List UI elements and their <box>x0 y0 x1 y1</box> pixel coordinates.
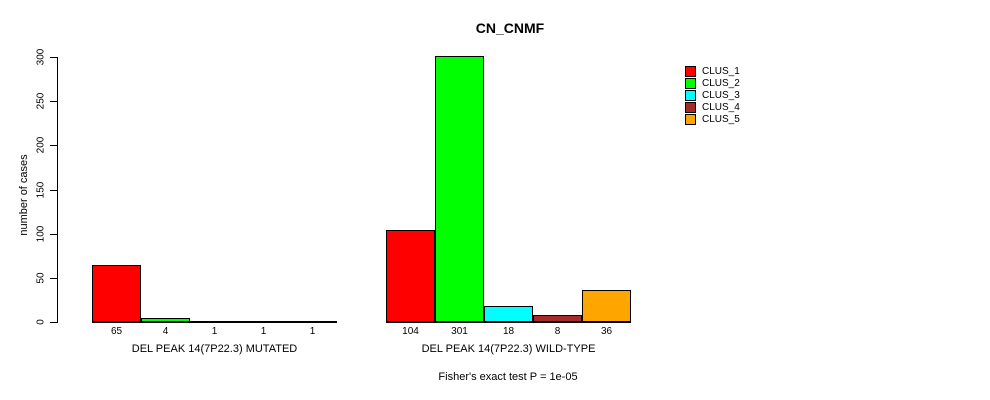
y-axis-tick-label: 50 <box>35 272 47 284</box>
bar-clus_1-group1 <box>92 265 141 322</box>
bar-value-label: 1 <box>260 326 267 337</box>
legend-swatch-clus_2 <box>685 78 696 89</box>
legend-item-clus_5: CLUS_5 <box>685 114 740 125</box>
y-axis-tick <box>50 145 57 146</box>
bar-clus_1-group2 <box>386 230 435 322</box>
legend-label: CLUS_2 <box>702 78 740 89</box>
y-axis-tick <box>50 190 57 191</box>
bar-clus_3-group2 <box>484 306 533 322</box>
y-axis-tick <box>50 278 57 279</box>
y-axis-tick-label: 250 <box>35 92 47 110</box>
bar-clus_2-group2 <box>435 56 484 322</box>
y-axis-tick-label: 150 <box>35 181 47 199</box>
category-label-group2: DEL PEAK 14(7P22.3) WILD-TYPE <box>421 343 596 355</box>
y-axis-title: number of cases <box>18 154 30 236</box>
bar-clus_4-group1 <box>239 321 288 323</box>
legend-item-clus_3: CLUS_3 <box>685 90 740 101</box>
x-axis-baseline <box>386 322 631 323</box>
legend-swatch-clus_1 <box>685 66 696 77</box>
bar-value-label: 8 <box>554 326 561 337</box>
legend-label: CLUS_4 <box>702 102 740 113</box>
bar-clus_5-group1 <box>288 321 337 323</box>
bar-clus_2-group1 <box>141 318 190 322</box>
bar-value-label: 4 <box>162 326 169 337</box>
bar-clus_4-group2 <box>533 315 582 322</box>
legend-label: CLUS_5 <box>702 114 740 125</box>
legend: CLUS_1 CLUS_2 CLUS_3 CLUS_4 CLUS_5 <box>685 66 740 125</box>
y-axis-tick <box>50 322 57 323</box>
legend-swatch-clus_5 <box>685 114 696 125</box>
legend-item-clus_2: CLUS_2 <box>685 78 740 89</box>
legend-item-clus_4: CLUS_4 <box>685 102 740 113</box>
bar-value-label: 1 <box>211 326 218 337</box>
chart-title: CN_CNMF <box>475 20 545 36</box>
bar-clus_3-group1 <box>190 321 239 323</box>
legend-item-clus_1: CLUS_1 <box>685 66 740 77</box>
y-axis-tick-label: 0 <box>35 319 47 325</box>
y-axis-line <box>57 57 58 323</box>
bar-clus_5-group2 <box>582 290 631 322</box>
y-axis-tick-label: 200 <box>35 136 47 154</box>
bar-value-label: 36 <box>600 326 613 337</box>
legend-label: CLUS_1 <box>702 66 740 77</box>
legend-swatch-clus_4 <box>685 102 696 113</box>
category-label-group1: DEL PEAK 14(7P22.3) MUTATED <box>131 343 298 355</box>
y-axis-tick <box>50 234 57 235</box>
bar-value-label: 301 <box>451 326 468 337</box>
y-axis-tick <box>50 57 57 58</box>
y-axis-tick-label: 100 <box>35 225 47 243</box>
bar-value-label: 104 <box>402 326 419 337</box>
y-axis-tick <box>50 101 57 102</box>
bar-value-label: 1 <box>309 326 316 337</box>
bar-value-label: 18 <box>502 326 515 337</box>
legend-swatch-clus_3 <box>685 90 696 101</box>
fisher-test-annotation: Fisher's exact test P = 1e-05 <box>438 371 578 383</box>
legend-label: CLUS_3 <box>702 90 740 101</box>
y-axis-tick-label: 300 <box>35 48 47 66</box>
bar-value-label: 65 <box>110 326 123 337</box>
